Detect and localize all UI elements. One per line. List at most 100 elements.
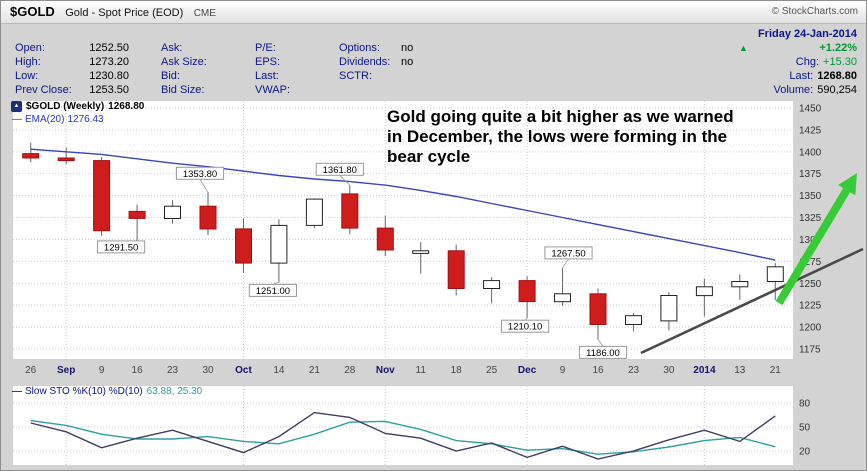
svg-text:1375: 1375 — [799, 169, 822, 180]
quote-field-label: Bid Size: — [161, 84, 205, 96]
svg-text:Oct: Oct — [235, 365, 252, 376]
svg-text:23: 23 — [167, 365, 179, 376]
quote-row: VWAP: — [255, 83, 347, 97]
quote-field-value: no — [401, 42, 414, 54]
svg-text:1175: 1175 — [799, 345, 821, 356]
quote-row: EPS: — [255, 55, 347, 69]
chart-annotation-text: Gold going quite a bit higher as we warn… — [387, 107, 801, 167]
svg-text:1425: 1425 — [799, 125, 822, 136]
stochastic-svg: 80 50 20 — [13, 386, 811, 465]
sto-values: 63.88, 25.30 — [146, 386, 203, 397]
quote-summary-block: Friday 24-Jan-2014 ▲ +1.22% Chg: +15.30 L… — [739, 27, 857, 97]
quote-row: Open: 1252.50 — [15, 41, 129, 55]
symbol-ticker: $GOLD — [10, 4, 55, 19]
svg-text:9: 9 — [560, 365, 566, 376]
svg-text:50: 50 — [799, 423, 811, 434]
quote-field-value: 1273.20 — [89, 56, 129, 68]
quote-row: Low: 1230.80 — [15, 69, 129, 83]
svg-text:30: 30 — [663, 365, 675, 376]
svg-text:16: 16 — [592, 365, 604, 376]
legend-symbol-label: $GOLD (Weekly) — [26, 101, 105, 112]
svg-text:20: 20 — [799, 447, 811, 458]
svg-text:30: 30 — [202, 365, 214, 376]
svg-text:25: 25 — [486, 365, 498, 376]
quote-field-value: 1252.50 — [89, 42, 129, 54]
price-chart-legend: ▲ $GOLD (Weekly) 1268.80 — [11, 101, 144, 112]
svg-text:23: 23 — [628, 365, 640, 376]
svg-text:1186.00: 1186.00 — [586, 348, 620, 359]
svg-text:1361.80: 1361.80 — [323, 165, 357, 176]
quote-bid-ask-column: Ask: Ask Size: Bid: Bid Size: — [161, 41, 253, 97]
svg-text:13: 13 — [734, 365, 746, 376]
stochastic-legend: — Slow STO %K(10) %D(10) 63.88, 25.30 — [12, 386, 202, 397]
svg-text:1267.50: 1267.50 — [551, 248, 585, 259]
svg-text:Dec: Dec — [518, 365, 537, 376]
svg-text:1325: 1325 — [799, 213, 822, 224]
chg-label: Chg: — [795, 56, 820, 68]
quote-options-column: Options: no Dividends: no SCTR: — [339, 41, 459, 83]
symbol-description: Gold - Spot Price (EOD) — [65, 7, 184, 19]
quote-field-label: Low: — [15, 70, 39, 82]
last-label: Last: — [789, 70, 814, 82]
svg-text:2014: 2014 — [693, 365, 716, 376]
quote-row: Ask: — [161, 41, 253, 55]
quote-date: Friday 24-Jan-2014 — [757, 28, 857, 40]
price-chart-panel: 1175 1200 1225 1250 1275 1300 1325 1350 1375 1400… — [5, 97, 864, 385]
svg-text:9: 9 — [99, 365, 105, 376]
quote-field-label: Dividends: — [339, 56, 391, 68]
quote-row: Prev Close: 1253.50 — [15, 83, 129, 97]
chart-header: $GOLD Gold - Spot Price (EOD) CME © Stoc… — [1, 1, 866, 24]
sto-line-swatch: — — [12, 386, 22, 397]
quote-field-value: no — [401, 56, 414, 68]
copyright-link[interactable]: © StockCharts.com — [771, 6, 858, 17]
quote-field-label: EPS: — [255, 56, 281, 68]
svg-text:1300: 1300 — [799, 235, 822, 246]
volume-value: 590,254 — [817, 84, 857, 96]
quote-row: High: 1273.20 — [15, 55, 129, 69]
svg-text:1291.50: 1291.50 — [104, 242, 138, 253]
quote-panel: Open: 1252.50 High: 1273.20 Low: 1230.80 Prev … — [1, 23, 866, 97]
quote-row: Bid Size: — [161, 83, 253, 97]
volume-row: Volume: 590,254 — [739, 83, 857, 97]
legend-symbol-value: 1268.80 — [108, 101, 145, 112]
quote-field-value: 1253.50 — [89, 84, 129, 96]
svg-text:1200: 1200 — [799, 323, 822, 334]
ema-label: EMA(20) — [25, 114, 65, 125]
quote-row: Options: no — [339, 41, 459, 55]
up-triangle-icon: ▲ — [739, 43, 748, 53]
svg-text:Sep: Sep — [57, 365, 75, 376]
quote-row: Last: — [255, 69, 347, 83]
svg-text:1250: 1250 — [799, 279, 822, 290]
svg-text:18: 18 — [451, 365, 463, 376]
annotation-line-2: in December, the lows were forming in th… — [387, 127, 728, 147]
symbol-chip-icon: ▲ — [11, 101, 22, 112]
ema-legend: — EMA(20) 1276.43 — [12, 114, 107, 125]
svg-text:1275: 1275 — [799, 257, 822, 268]
svg-text:21: 21 — [309, 365, 321, 376]
quote-field-label: Open: — [15, 42, 45, 54]
quote-field-label: P/E: — [255, 42, 276, 54]
quote-row: P/E: — [255, 41, 347, 55]
quote-row: Dividends: no — [339, 55, 459, 69]
quote-field-label: Ask Size: — [161, 56, 207, 68]
svg-text:26: 26 — [25, 365, 37, 376]
quote-ohlc-column: Open: 1252.50 High: 1273.20 Low: 1230.80 Prev … — [15, 41, 129, 97]
svg-text:1350: 1350 — [799, 191, 822, 202]
svg-text:1225: 1225 — [799, 301, 822, 312]
percent-change-value: +1.22% — [819, 42, 857, 54]
svg-text:16: 16 — [132, 365, 144, 376]
quote-fundamentals-column: P/E: EPS: Last: VWAP: — [255, 41, 347, 97]
quote-field-label: Prev Close: — [15, 84, 72, 96]
ema-line-swatch: — — [12, 114, 22, 125]
quote-field-label: Options: — [339, 42, 380, 54]
exchange-label: CME — [193, 8, 216, 19]
svg-text:28: 28 — [344, 365, 356, 376]
quote-row: SCTR: — [339, 69, 459, 83]
percent-change-row: ▲ +1.22% — [739, 41, 857, 55]
price-chart-svg: 1175120012251250127513001325135013751400… — [13, 101, 864, 376]
ema-value: 1276.43 — [67, 114, 104, 125]
quote-row: Bid: — [161, 69, 253, 83]
svg-text:1450: 1450 — [799, 104, 822, 115]
svg-text:11: 11 — [416, 365, 427, 376]
